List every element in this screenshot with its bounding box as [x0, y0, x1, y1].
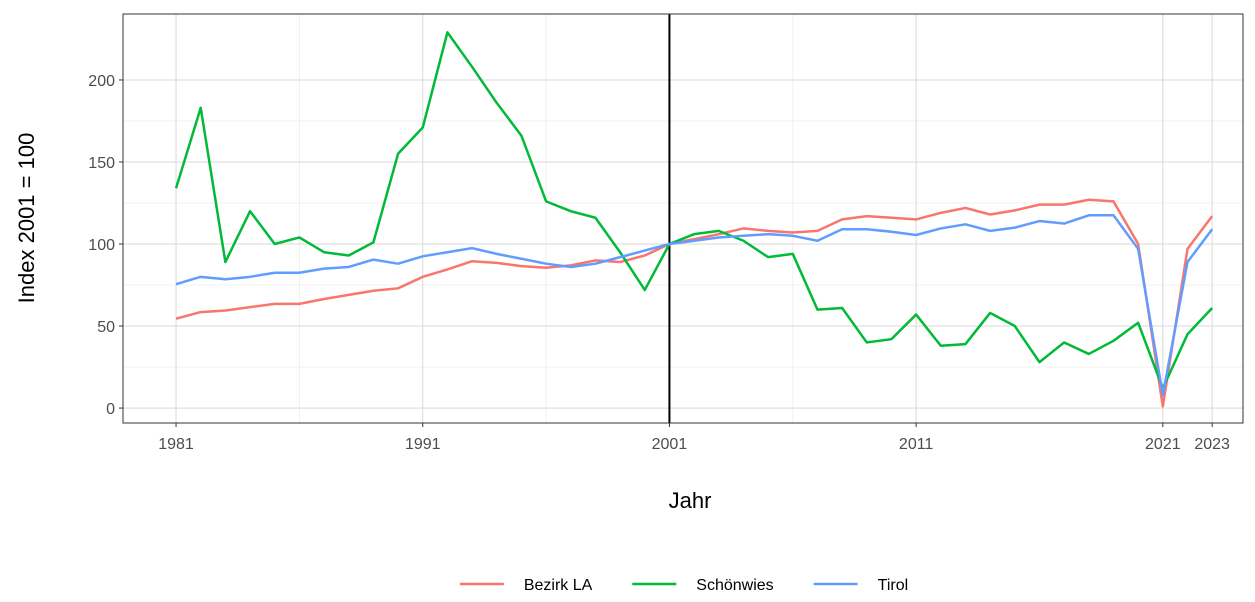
- y-tick-label: 200: [88, 73, 115, 90]
- x-tick-label: 1981: [158, 436, 194, 453]
- x-tick-label: 2011: [899, 436, 934, 453]
- line-series: [174, 31, 1214, 390]
- line-series: [175, 198, 1214, 408]
- legend: Bezirk LA Schönwies Tirol: [459, 577, 909, 594]
- legend-label: Tirol: [878, 577, 909, 594]
- y-tick-label: 0: [106, 401, 115, 418]
- panel-border: [122, 13, 1244, 424]
- x-axis-title: Jahr: [669, 488, 712, 513]
- legend-label: Bezirk LA: [524, 577, 593, 594]
- line-series: [175, 214, 1214, 397]
- x-tick-label: 2023: [1194, 436, 1230, 453]
- y-tick-label: 150: [88, 155, 115, 172]
- x-tick-label: 2001: [652, 436, 688, 453]
- x-tick-label: 1991: [405, 436, 441, 453]
- y-tick-label: 50: [97, 319, 115, 336]
- x-tick-label: 2021: [1145, 436, 1181, 453]
- y-axis-title: Index 2001 = 100: [14, 133, 39, 304]
- legend-label: Schönwies: [696, 577, 773, 594]
- y-tick-label: 100: [88, 237, 115, 254]
